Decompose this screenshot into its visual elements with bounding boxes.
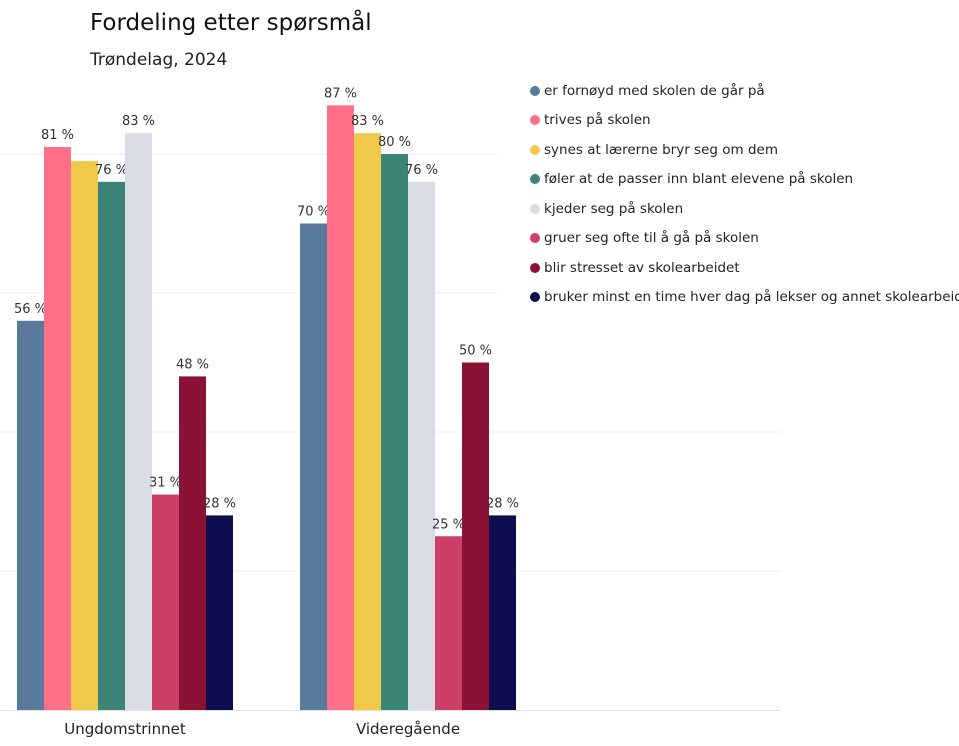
legend-label: trives på skolen	[544, 112, 651, 129]
data-label: 25 %	[432, 517, 465, 532]
legend-dot-icon	[530, 203, 540, 214]
legend-dot-icon	[530, 115, 540, 126]
chart-subtitle: Trøndelag, 2024	[90, 50, 228, 70]
data-label: 81 %	[41, 128, 74, 143]
bar	[327, 105, 354, 711]
data-label: 83 %	[351, 114, 384, 129]
data-label: 48 %	[176, 357, 209, 372]
data-label: 80 %	[378, 135, 411, 150]
bar	[408, 181, 435, 711]
legend-dot-icon	[530, 292, 540, 303]
bar	[435, 536, 462, 710]
data-label: 56 %	[14, 302, 47, 317]
data-label: 28 %	[203, 496, 236, 511]
bar	[152, 494, 179, 710]
data-label: 50 %	[459, 344, 492, 359]
legend-label: er fornøyd med skolen de går på	[544, 82, 765, 99]
bar	[17, 320, 44, 710]
legend-label: gruer seg ofte til å gå på skolen	[544, 230, 759, 247]
data-label: 87 %	[324, 86, 357, 101]
legend-label: bruker minst en time hver dag på lekser …	[544, 289, 959, 306]
bar	[462, 362, 489, 710]
legend-item[interactable]: føler at de passer inn blant elevene på …	[530, 165, 959, 195]
legend-item[interactable]: er fornøyd med skolen de går på	[530, 76, 959, 106]
legend-dot-icon	[530, 233, 540, 244]
legend-item[interactable]: kjeder seg på skolen	[530, 194, 959, 224]
x-tick-label: Videregående	[356, 720, 460, 738]
legend-label: synes at lærerne bryr seg om dem	[544, 141, 778, 158]
legend-label: føler at de passer inn blant elevene på …	[544, 171, 854, 188]
bar	[179, 376, 206, 710]
legend-label: kjeder seg på skolen	[544, 200, 684, 217]
bar	[300, 223, 327, 710]
legend-dot-icon	[530, 174, 540, 185]
legend-item[interactable]: gruer seg ofte til å gå på skolen	[530, 224, 959, 254]
legend-item[interactable]: blir stresset av skolearbeidet	[530, 253, 959, 283]
data-label: 76 %	[405, 163, 438, 178]
data-label: 31 %	[149, 476, 182, 491]
bar	[44, 147, 71, 711]
bar	[489, 515, 516, 710]
chart-title: Fordeling etter spørsmål	[90, 10, 372, 36]
legend-dot-icon	[530, 85, 540, 96]
data-label: 28 %	[486, 496, 519, 511]
legend-item[interactable]: bruker minst en time hver dag på lekser …	[530, 283, 959, 313]
legend-item[interactable]: synes at lærerne bryr seg om dem	[530, 135, 959, 165]
data-label: 70 %	[297, 205, 330, 220]
bar	[381, 154, 408, 710]
legend-item[interactable]: trives på skolen	[530, 106, 959, 136]
x-tick-label: Ungdomstrinnet	[64, 720, 186, 738]
bar	[98, 181, 125, 711]
legend-dot-icon	[530, 262, 540, 273]
legend-label: blir stresset av skolearbeidet	[544, 259, 740, 276]
bar	[125, 133, 152, 710]
bar	[354, 133, 381, 710]
legend: er fornøyd med skolen de går på trives på…	[497, 76, 959, 310]
data-label: 83 %	[122, 114, 155, 129]
data-label: 76 %	[95, 163, 128, 178]
legend-dot-icon	[530, 144, 540, 155]
bar	[71, 160, 98, 710]
bar	[206, 515, 233, 710]
